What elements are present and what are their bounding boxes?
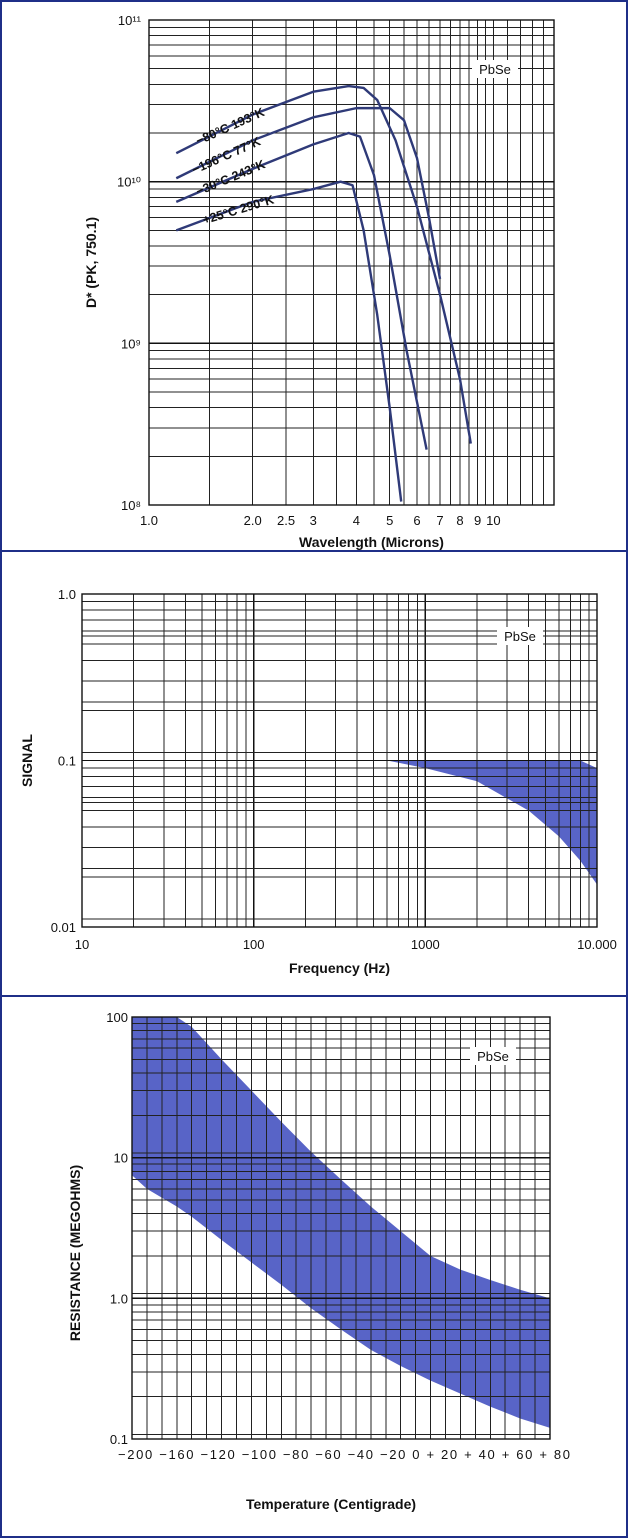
y-tick-label: 10¹⁰ [117, 175, 141, 190]
material-annotation: PbSe [477, 1049, 509, 1064]
y-tick-label: 10¹¹ [118, 13, 142, 28]
x-tick-label: 10.000 [577, 937, 617, 952]
panel-resistance: 0.1 1.0 10 100 −200 −160 −120 −100 −80 −60 −… [0, 995, 628, 1538]
annotation-bg [470, 1047, 516, 1065]
x-tick-label: 10 [75, 937, 89, 952]
series-line [175, 106, 442, 280]
x-tick-label: 1000 [411, 937, 440, 952]
material-annotation: PbSe [479, 62, 511, 77]
plot-frame [81, 593, 598, 928]
y-tick-label: 0.1 [110, 1432, 128, 1447]
y-tick-label: 0.1 [58, 754, 76, 769]
series-line [175, 84, 472, 444]
panel-detectivity: 10⁸ 10⁹ 10¹⁰ 10¹¹ 1.0 2.0 2.5 3 4 5 6 7 8 9 10 Waveleng… [0, 0, 628, 552]
annotation-bg [472, 60, 518, 78]
annotation-bg [497, 627, 543, 645]
x-axis-label: Frequency (Hz) [289, 960, 390, 976]
y-tick-label: 100 [106, 1010, 128, 1025]
plot-frame [148, 19, 555, 506]
x-tick-label: 6 [413, 513, 420, 528]
x-tick-label: 10 [486, 513, 500, 528]
x-tick-label: 1.0 [140, 513, 158, 528]
x-tick-label: 8 [456, 513, 463, 528]
series-line [175, 131, 428, 450]
series-line [175, 180, 403, 502]
detectivity-chart: 10⁸ 10⁹ 10¹⁰ 10¹¹ 1.0 2.0 2.5 3 4 5 6 7 8 9 10 Waveleng… [83, 13, 555, 550]
y-tick-label: 10 [114, 1151, 128, 1166]
y-tick-label: 1.0 [58, 587, 76, 602]
y-axis-label: D* (PK, 750.1) [83, 217, 99, 308]
plot-frame [131, 1016, 551, 1440]
x-tick-label: 4 [353, 513, 360, 528]
x-tick-label: 7 [436, 513, 443, 528]
x-tick-labels: −200 −160 −120 −100 −80 −60 −40 −20 0 + … [118, 1447, 570, 1462]
x-tick-label: 100 [243, 937, 265, 952]
resistance-chart: 0.1 1.0 10 100 −200 −160 −120 −100 −80 −60 −… [67, 1010, 570, 1512]
y-axis-label: RESISTANCE (MEGOHMS) [67, 1165, 83, 1341]
y-tick-label: 10⁹ [121, 336, 141, 351]
x-tick-label: 5 [386, 513, 393, 528]
signal-band [387, 760, 597, 885]
x-tick-label: 2.5 [277, 513, 295, 528]
y-tick-label: 1.0 [110, 1291, 128, 1306]
panel-signal: 0.01 0.1 1.0 10 100 1000 10.000 Frequency (Hz) S… [0, 550, 628, 997]
x-axis-label: Temperature (Centigrade) [246, 1496, 416, 1512]
x-tick-label: 9 [474, 513, 481, 528]
y-axis-label: SIGNAL [19, 734, 35, 787]
y-tick-label: 10⁸ [121, 498, 141, 513]
x-tick-label: 2.0 [244, 513, 262, 528]
x-tick-label: 3 [310, 513, 317, 528]
x-axis-label: Wavelength (Microns) [299, 534, 444, 550]
signal-chart: 0.01 0.1 1.0 10 100 1000 10.000 Frequency (Hz) S… [19, 587, 617, 976]
material-annotation: PbSe [504, 629, 536, 644]
y-tick-label: 0.01 [51, 920, 76, 935]
